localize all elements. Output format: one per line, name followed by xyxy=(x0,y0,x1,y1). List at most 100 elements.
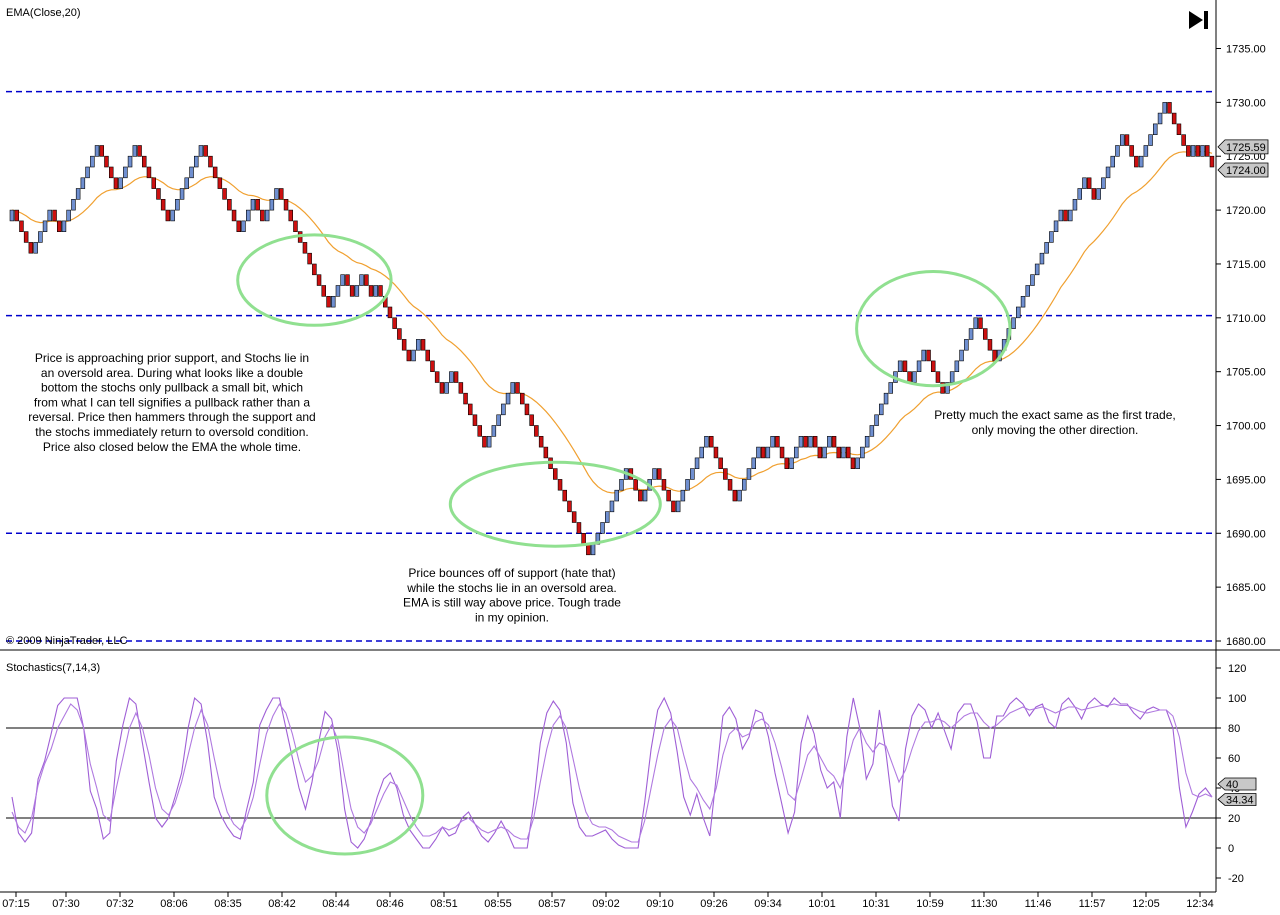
x-tick-label: 09:10 xyxy=(646,898,674,910)
renko-brick-up xyxy=(737,489,742,502)
x-tick-label: 12:05 xyxy=(1132,898,1160,910)
renko-brick-up xyxy=(949,371,955,383)
renko-brick-up xyxy=(694,457,700,469)
stochastics-highlight-circle xyxy=(265,735,425,856)
annotation-line: EMA is still way above price. Tough trad… xyxy=(403,596,621,610)
renko-brick-up xyxy=(798,435,804,448)
renko-brick-up xyxy=(1053,220,1059,232)
y-tick-label: 1690.00 xyxy=(1226,528,1266,540)
renko-brick-up xyxy=(118,177,123,189)
renko-brick-down xyxy=(307,252,312,265)
skip-to-end-button[interactable] xyxy=(1186,8,1212,32)
renko-brick-up xyxy=(604,511,610,523)
renko-brick-down xyxy=(104,155,109,168)
x-tick-label: 11:46 xyxy=(1025,898,1052,910)
renko-brick-down xyxy=(666,489,671,502)
renko-brick-down xyxy=(283,199,289,211)
renko-brick-up xyxy=(968,328,974,340)
x-tick-label: 08:35 xyxy=(214,898,242,910)
renko-brick-down xyxy=(1181,134,1186,146)
skip-to-end-icon xyxy=(1189,11,1208,29)
highlight-circle xyxy=(855,270,1012,388)
renko-brick-down xyxy=(992,349,997,362)
renko-brick-up xyxy=(912,371,917,383)
renko-brick-down xyxy=(212,166,218,179)
renko-brick-down xyxy=(458,382,464,394)
x-tick-label: 11:57 xyxy=(1079,898,1106,910)
renko-brick-up xyxy=(444,382,449,394)
x-tick-label: 08:57 xyxy=(538,898,566,910)
renko-brick-down xyxy=(552,468,558,480)
renko-brick-up xyxy=(491,425,497,437)
renko-brick-up xyxy=(1115,145,1120,157)
renko-brick-down xyxy=(718,457,723,469)
renko-brick-up xyxy=(751,457,756,469)
renko-brick-up xyxy=(1072,199,1078,211)
price-marker-label: 1724.00 xyxy=(1226,165,1266,177)
renko-brick-down xyxy=(156,188,161,200)
renko-brick-up xyxy=(71,199,76,211)
renko-brick-down xyxy=(713,446,719,459)
renko-brick-up xyxy=(1143,145,1149,157)
x-tick-label: 08:46 xyxy=(376,898,404,910)
renko-brick-up xyxy=(1030,274,1035,286)
renko-brick-up xyxy=(614,489,619,502)
renko-brick-down xyxy=(534,425,539,437)
renko-brick-down xyxy=(1186,145,1191,157)
price-markers: 1725.59 1724.00 xyxy=(1217,139,1269,178)
renko-brick-down xyxy=(562,489,567,502)
renko-brick-down xyxy=(482,435,487,448)
renko-brick-up xyxy=(642,489,648,502)
renko-brick-down xyxy=(836,446,841,459)
renko-brick-up xyxy=(269,199,275,211)
renko-brick-up xyxy=(340,274,345,286)
renko-brick-down xyxy=(236,220,242,232)
annotation-line: the stochs immediately return to oversol… xyxy=(35,425,308,439)
renko-brick-up xyxy=(198,145,204,157)
renko-brick-down xyxy=(397,328,402,340)
renko-brick-down xyxy=(19,220,24,232)
renko-brick-up xyxy=(1120,134,1125,146)
renko-brick-down xyxy=(930,360,936,372)
y-tick-label: 1715.00 xyxy=(1226,259,1266,271)
annotation-line: Price also closed below the EMA the whol… xyxy=(43,440,301,454)
renko-brick-down xyxy=(671,500,676,513)
renko-brick-up xyxy=(864,435,870,448)
renko-brick-up xyxy=(619,479,624,491)
renko-brick-down xyxy=(708,435,714,448)
renko-brick-down xyxy=(434,371,440,383)
renko-brick-down xyxy=(987,339,993,351)
renko-brick-up xyxy=(132,145,138,157)
renko-brick-down xyxy=(227,199,232,211)
renko-brick-down xyxy=(727,479,733,491)
stoch-y-tick-label: 60 xyxy=(1228,753,1240,765)
renko-brick-down xyxy=(935,371,941,383)
annotation-circles xyxy=(236,233,1012,548)
stochastics-D-line xyxy=(11,696,1213,849)
x-tick-label: 11:30 xyxy=(971,898,998,910)
y-tick-label: 1735.00 xyxy=(1226,44,1266,56)
renko-brick-down xyxy=(817,446,823,459)
renko-brick-up xyxy=(496,414,501,426)
renko-brick-down xyxy=(142,155,147,168)
stoch-y-tick-label: 120 xyxy=(1228,663,1246,675)
renko-brick-down xyxy=(160,199,166,211)
renko-brick-down xyxy=(723,468,728,480)
renko-brick-down xyxy=(14,209,20,222)
renko-brick-down xyxy=(524,403,530,416)
renko-brick-down xyxy=(1129,145,1134,157)
renko-brick-up xyxy=(1110,155,1116,168)
renko-brick-up xyxy=(675,500,681,513)
renko-brick-down xyxy=(208,155,213,168)
renko-brick-up xyxy=(756,446,761,459)
renko-brick-down xyxy=(439,382,445,394)
renko-brick-up xyxy=(1015,306,1021,319)
renko-brick-down xyxy=(519,392,525,405)
renko-brick-up xyxy=(690,468,695,480)
renko-brick-down xyxy=(401,339,407,351)
renko-brick-up xyxy=(1011,317,1016,329)
y-tick-label: 1700.00 xyxy=(1226,421,1266,433)
renko-brick-up xyxy=(90,155,95,168)
renko-brick-up xyxy=(1148,134,1153,146)
copyright-label: © 2009 NinjaTrader, LLC xyxy=(6,635,127,647)
